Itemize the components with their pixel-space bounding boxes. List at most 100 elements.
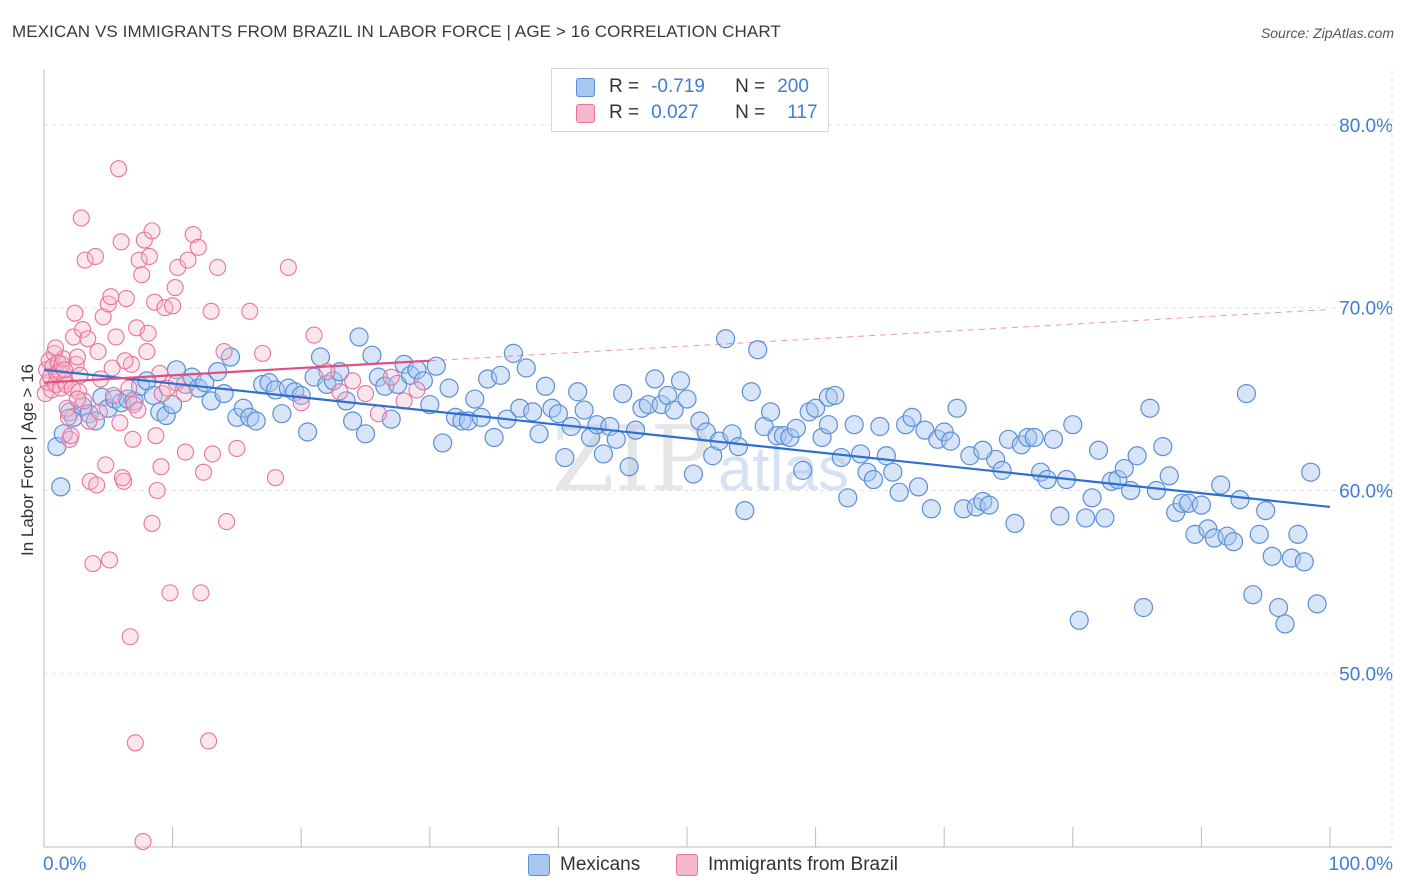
mexicans-point xyxy=(973,491,993,512)
brazil-point xyxy=(124,430,142,448)
brazil-point xyxy=(76,251,94,269)
bottom-legend-swatch-pink xyxy=(676,854,698,876)
brazil-point xyxy=(72,209,90,227)
brazil-point xyxy=(126,734,144,752)
brazil-point xyxy=(65,328,83,346)
watermark-atlas: atlas xyxy=(718,435,849,504)
chart-title: MEXICAN VS IMMIGRANTS FROM BRAZIL IN LAB… xyxy=(12,22,781,41)
mexicans-point xyxy=(863,469,884,490)
brazil-point xyxy=(86,247,104,266)
brazil-point xyxy=(152,458,170,476)
mexicans-point xyxy=(760,402,781,422)
mexicans-point xyxy=(1288,524,1308,544)
brazil-point xyxy=(344,372,362,390)
brazil-trendline-extension xyxy=(429,308,1331,362)
brazil-point xyxy=(147,427,165,445)
brazil-point xyxy=(139,324,157,342)
mexicans-point xyxy=(240,407,260,427)
mexicans-point xyxy=(355,424,376,444)
brazil-point xyxy=(161,584,179,602)
x-tick-label: 0.0% xyxy=(43,854,86,875)
brazil-point xyxy=(112,233,130,251)
mexicans-point xyxy=(163,394,183,415)
mexicans-point xyxy=(1069,610,1089,630)
legend-r-label: R = xyxy=(609,102,640,123)
mexicans-point xyxy=(670,371,691,391)
brazil-point xyxy=(107,328,125,346)
brazil-point xyxy=(176,443,195,461)
brazil-point xyxy=(266,469,285,487)
brazil-point xyxy=(75,392,93,410)
brazil-point xyxy=(202,302,220,320)
brazil-point xyxy=(116,352,134,370)
brazil-point xyxy=(74,321,92,339)
mexicans-point xyxy=(1159,466,1179,486)
brazil-point xyxy=(179,251,197,269)
brazil-point xyxy=(164,297,182,315)
mexicans-point xyxy=(259,373,279,393)
mexicans-point xyxy=(1076,508,1096,528)
mexicans-point xyxy=(1294,552,1314,572)
mexicans-point xyxy=(793,460,813,480)
brazil-point xyxy=(148,481,166,500)
mexicans-point xyxy=(728,437,749,457)
brazil-point xyxy=(113,469,131,487)
brazil-point xyxy=(143,514,161,532)
brazil-point xyxy=(101,551,119,569)
brazil-point xyxy=(200,732,218,750)
mexicans-point xyxy=(555,447,575,468)
mexicans-point xyxy=(1005,513,1025,534)
mexicans-point xyxy=(973,440,993,460)
bottom-legend-mexicans: Mexicans xyxy=(528,852,640,878)
brazil-point xyxy=(130,251,148,269)
brazil-point xyxy=(356,385,375,403)
mexicans-trendline xyxy=(43,368,1331,509)
mexicans-point xyxy=(1281,548,1302,568)
brazil-point xyxy=(47,339,65,357)
brazil-point xyxy=(408,381,426,399)
mexicans-point xyxy=(876,446,896,466)
mexicans-point xyxy=(452,411,472,431)
mexicans-point xyxy=(1095,508,1115,528)
mexicans-point xyxy=(413,371,433,391)
brazil-point xyxy=(110,160,128,178)
mexicans-point xyxy=(156,405,176,426)
brazil-point xyxy=(151,364,169,383)
y-tick-label: 60.0% xyxy=(1339,481,1393,502)
brazil-trendline xyxy=(43,359,430,384)
brazil-point xyxy=(331,383,349,401)
mexicans-point xyxy=(490,365,511,385)
mexicans-point xyxy=(426,356,446,376)
mexicans-point xyxy=(613,383,633,404)
mexicans-point xyxy=(857,462,877,482)
mexicans-point xyxy=(1268,597,1289,618)
brazil-point xyxy=(111,414,129,432)
mexicans-point xyxy=(1256,501,1276,521)
mexicans-point xyxy=(677,389,697,409)
mexicans-point xyxy=(1088,440,1109,460)
brazil-point xyxy=(209,258,227,276)
brazil-point xyxy=(68,390,86,408)
mexicans-point xyxy=(503,343,523,363)
mexicans-point xyxy=(683,464,704,484)
watermark-zip: ZIP xyxy=(552,407,711,512)
brazil-point xyxy=(94,308,112,326)
brazil-point xyxy=(140,247,159,266)
brazil-point xyxy=(133,266,151,284)
mexicans-point xyxy=(715,329,736,349)
mexicans-point xyxy=(838,488,858,508)
mexicans-point xyxy=(51,477,71,497)
mexicans-point xyxy=(1275,614,1295,634)
brazil-point xyxy=(84,555,102,573)
brazil-point xyxy=(192,584,210,602)
mexicans-point xyxy=(825,385,845,406)
mexicans-point xyxy=(1114,458,1134,479)
mexicans-point xyxy=(979,495,999,515)
y-tick-label: 50.0% xyxy=(1339,664,1393,685)
mexicans-point xyxy=(1050,506,1070,526)
mexicans-point xyxy=(664,400,684,420)
mexicans-point xyxy=(484,427,504,448)
mexicans-point xyxy=(606,429,626,449)
mexicans-point xyxy=(510,398,530,418)
